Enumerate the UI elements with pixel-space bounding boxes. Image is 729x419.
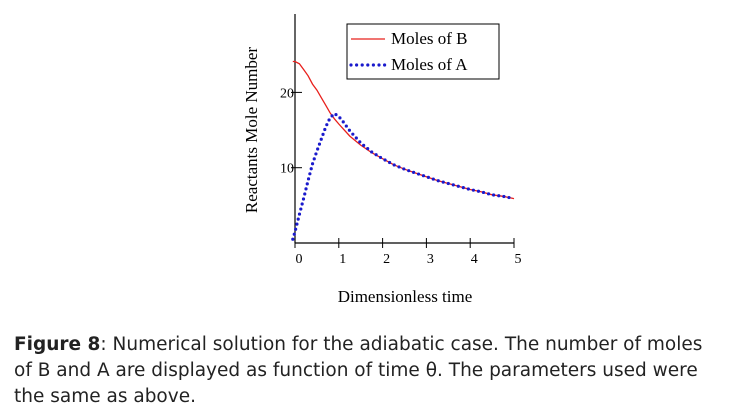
axes [294,14,514,244]
series-line-moles-of-a [291,111,516,241]
figure-caption: Figure 8: Numerical solution for the adi… [14,332,714,410]
caption-label: Figure 8 [14,334,101,355]
ticks [291,91,515,248]
chart: 0 1 2 3 4 5 10 20 Dimensionless time Reactants … [242,14,522,306]
caption-text: : Numerical solution for the adiabatic c… [14,334,703,407]
x-tick-label: 1 [339,252,346,267]
x-tick-label: 3 [427,252,434,267]
legend-label: Moles of A [391,55,468,74]
y-tick-label: 10 [280,162,294,177]
x-tick-label: 4 [471,252,478,267]
x-tick-label: 2 [383,252,390,267]
legend-label: Moles of B [391,29,468,48]
tick-labels: 0 1 2 3 4 5 10 20 [280,86,522,267]
y-axis-label: Reactants Mole Number [242,47,261,214]
x-axis-label: Dimensionless time [338,287,473,306]
legend-box [346,23,500,80]
series [291,60,516,241]
x-tick-label: 5 [515,252,522,267]
legend: Moles of B Moles of A [346,23,500,80]
x-tick-label: 0 [296,252,303,267]
y-tick-label: 20 [280,86,294,101]
